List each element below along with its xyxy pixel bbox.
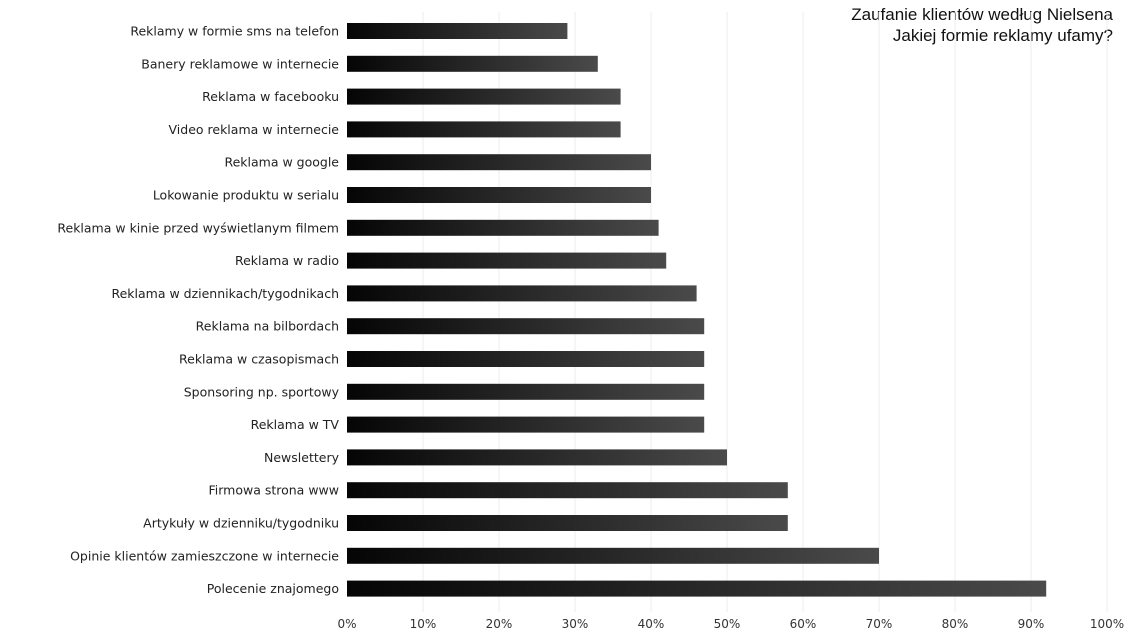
- category-label: Newslettery: [264, 450, 340, 465]
- bar: [347, 55, 598, 72]
- bar: [347, 449, 727, 466]
- category-label: Banery reklamowe w internecie: [141, 56, 339, 71]
- grid-lines: [422, 12, 1108, 612]
- x-tick-label: 100%: [1090, 617, 1124, 631]
- category-label: Reklama w czasopismach: [179, 352, 339, 367]
- x-tick-label: 70%: [866, 617, 893, 631]
- chart-title: Zaufanie klientów według Nielsena Jakiej…: [851, 4, 1113, 46]
- category-labels: Reklamy w formie sms na telefon Banery re…: [57, 24, 339, 597]
- bar: [347, 383, 705, 400]
- bar: [347, 482, 788, 499]
- bar: [347, 154, 651, 171]
- category-label: Firmowa strona www: [208, 483, 339, 498]
- category-label: Reklama w radio: [235, 253, 339, 268]
- bar: [347, 88, 621, 105]
- bar: [347, 252, 667, 269]
- category-label: Reklama w dziennikach/tygodnikach: [111, 286, 339, 301]
- category-label: Reklama w TV: [251, 417, 340, 432]
- bar: [347, 285, 697, 302]
- chart-title-line1: Zaufanie klientów według Nielsena: [851, 5, 1113, 24]
- category-label: Video reklama w internecie: [169, 122, 340, 137]
- x-tick-label: 90%: [1018, 617, 1045, 631]
- category-label: Reklamy w formie sms na telefon: [130, 24, 339, 39]
- bar: [347, 351, 705, 367]
- bar: [347, 187, 651, 203]
- category-label: Reklama na bilbordach: [196, 319, 339, 334]
- bar: [347, 416, 705, 433]
- category-label: Reklama w facebooku: [202, 89, 339, 104]
- category-label: Sponsoring np. sportowy: [184, 384, 340, 399]
- bar: [347, 318, 705, 335]
- bar: [347, 580, 1047, 597]
- category-label: Artykuły w dzienniku/tygodniku: [143, 516, 339, 531]
- category-label: Polecenie znajomego: [207, 581, 339, 596]
- category-label: Opinie klientów zamieszczone w interneci…: [70, 548, 339, 563]
- bar: [347, 23, 568, 39]
- category-label: Reklama w kinie przed wyświetlanym filme…: [57, 220, 339, 235]
- bar: [347, 515, 788, 531]
- x-tick-label: 50%: [714, 617, 741, 631]
- x-tick-label: 20%: [486, 617, 513, 631]
- x-tick-label: 30%: [562, 617, 589, 631]
- bars: [347, 23, 1047, 597]
- category-label: Reklama w google: [224, 155, 339, 170]
- category-label: Lokowanie produktu w serialu: [153, 188, 339, 203]
- bar: [347, 121, 621, 138]
- x-tick-label: 0%: [337, 617, 356, 631]
- x-tick-label: 80%: [942, 617, 969, 631]
- chart-title-line2: Jakiej formie reklamy ufamy?: [892, 26, 1113, 45]
- x-tick-label: 60%: [790, 617, 817, 631]
- x-tick-label: 10%: [410, 617, 437, 631]
- x-axis-ticks: 0% 10% 20% 30% 40% 50% 60% 70% 80% 90% 100%: [337, 617, 1124, 631]
- bar: [347, 219, 659, 236]
- bar: [347, 547, 879, 564]
- x-tick-label: 40%: [638, 617, 665, 631]
